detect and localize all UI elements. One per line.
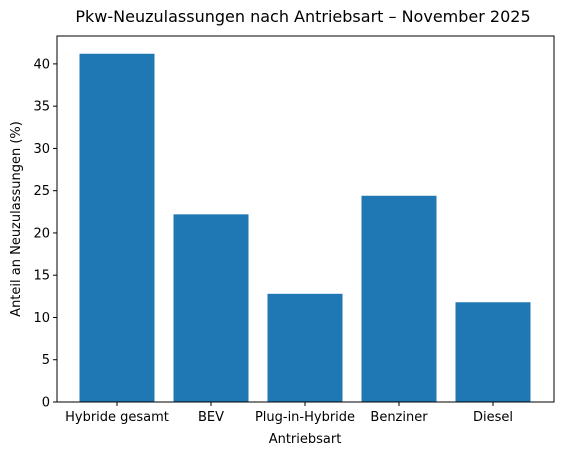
y-tick-label: 40 xyxy=(33,57,50,72)
x-tick-label: Diesel xyxy=(473,410,513,425)
y-tick-label: 15 xyxy=(33,269,50,284)
x-tick-label: Benziner xyxy=(370,410,428,425)
bar-plug-in-hybride xyxy=(267,293,343,402)
y-tick-label: 0 xyxy=(42,396,50,411)
x-tick-label: Plug-in-Hybride xyxy=(255,410,355,425)
x-axis-title: Antriebsart xyxy=(269,432,342,447)
x-tick-label: BEV xyxy=(198,410,224,425)
y-tick-label: 20 xyxy=(33,226,50,241)
bar-benziner xyxy=(361,195,437,402)
y-tick-label: 10 xyxy=(33,311,50,326)
bar-diesel xyxy=(455,302,531,402)
x-axis-ticks: Hybride gesamt BEV Plug-in-Hybride Benziner… xyxy=(65,402,513,425)
y-tick-label: 30 xyxy=(33,142,50,157)
x-tick-label: Hybride gesamt xyxy=(65,410,169,425)
plot-area-frame xyxy=(56,35,555,403)
chart-title: Pkw-Neuzulassungen nach Antriebsart – No… xyxy=(75,7,530,26)
y-tick-label: 25 xyxy=(33,184,50,199)
bar-hybride-gesamt xyxy=(79,53,155,402)
bar-bev xyxy=(173,214,249,402)
bars-group xyxy=(79,53,531,402)
y-tick-label: 5 xyxy=(42,353,50,368)
y-tick-label: 35 xyxy=(33,100,50,115)
y-axis-ticks: 0 5 10 15 20 25 30 35 40 xyxy=(33,57,57,411)
y-axis-title: Anteil an Neuzulassungen (%) xyxy=(9,121,24,317)
